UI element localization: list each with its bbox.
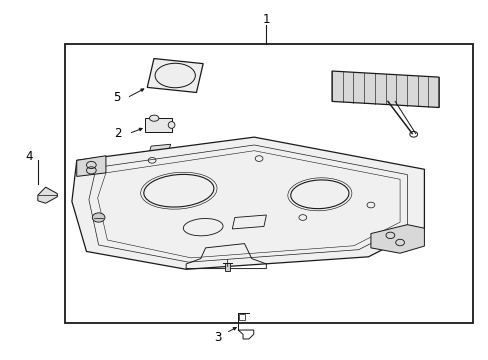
Text: 1: 1 [262,13,269,26]
Ellipse shape [168,122,175,129]
Ellipse shape [149,115,159,121]
Polygon shape [331,71,438,108]
Bar [239,314,244,320]
FancyBboxPatch shape [224,263,229,271]
Text: 5: 5 [113,91,120,104]
Text: 2: 2 [114,127,122,140]
Bar [144,118,171,132]
Text: 4: 4 [26,150,33,163]
Circle shape [92,213,105,222]
Polygon shape [370,225,424,253]
Text: 3: 3 [214,332,221,345]
Polygon shape [72,137,424,269]
Polygon shape [147,59,203,93]
Polygon shape [149,144,170,153]
Bar [64,44,472,323]
Polygon shape [38,187,57,203]
Polygon shape [77,156,106,176]
